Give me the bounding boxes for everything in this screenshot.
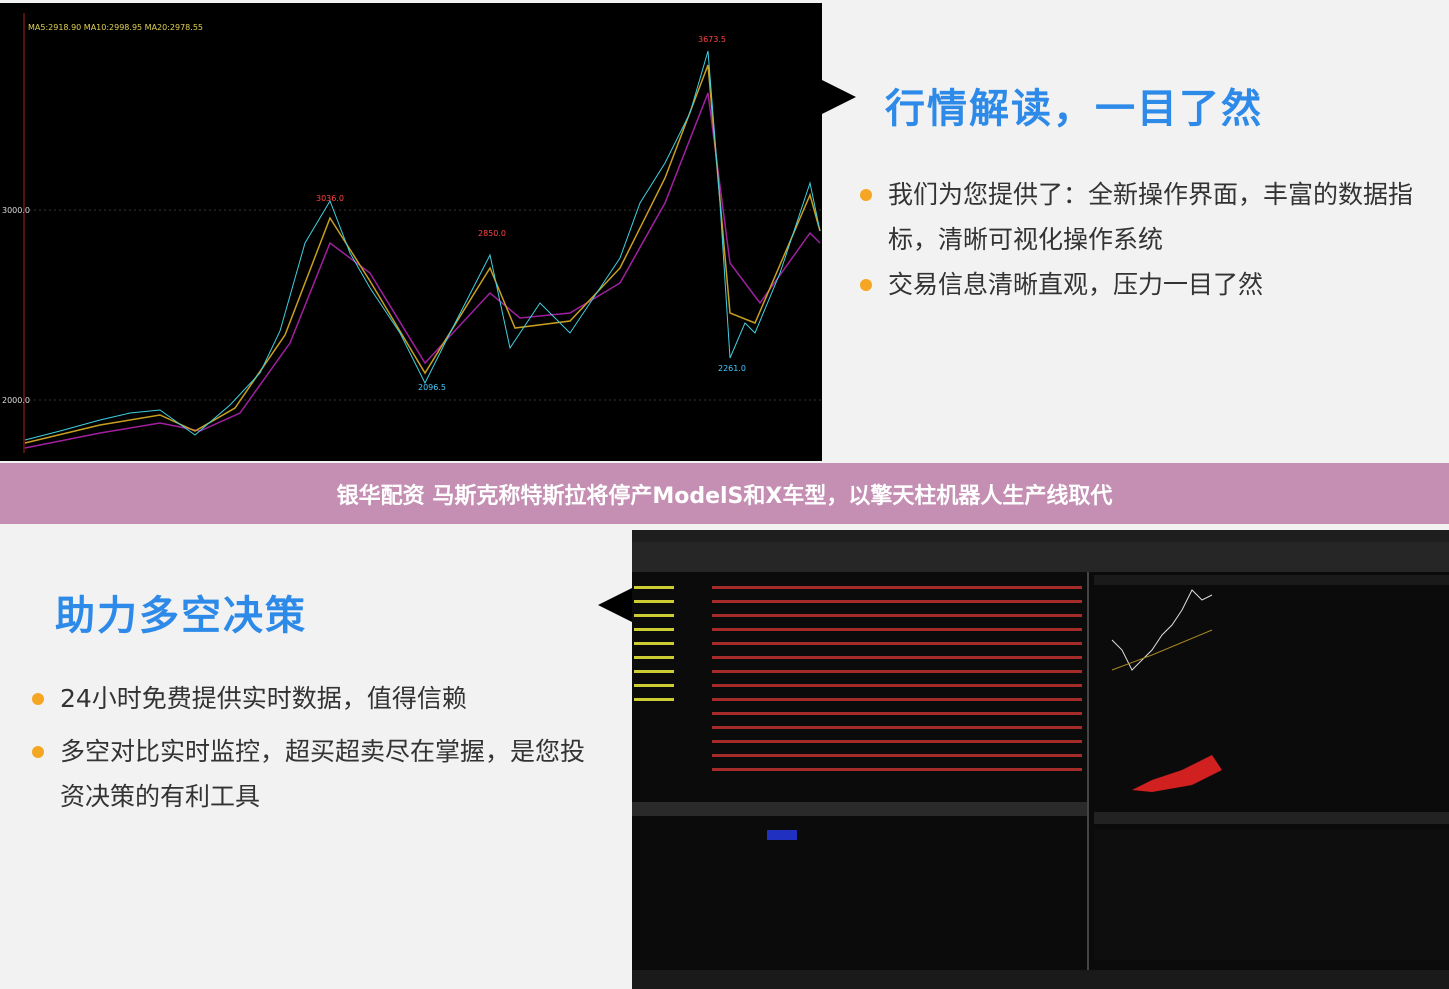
trading-screenshot [632,530,1449,989]
axis-label: 2000.0 [2,396,30,405]
bullet-list: 24小时免费提供实时数据，值得信赖 多空对比实时监控，超买超卖尽在掌握，是您投资… [32,676,592,819]
kline-panel: MA5:2918.90 MA10:2998.95 MA20:2978.55 36… [0,3,822,461]
bullet: 24小时免费提供实时数据，值得信赖 [32,676,592,721]
heading: 助力多空决策 [55,593,307,639]
chart-label: 2096.5 [418,383,446,392]
axis-label: 3000.0 [2,206,30,215]
bullet: 交易信息清晰直观，压力一目了然 [860,262,1430,307]
chart-label: 3673.5 [698,35,726,44]
chart-label: 3036.0 [316,194,344,203]
chart-label: 2261.0 [718,364,746,373]
bullet: 多空对比实时监控，超买超卖尽在掌握，是您投资决策的有利工具 [32,729,592,819]
banner: 银华配资 马斯克称特斯拉将停产ModelS和X车型，以擎天柱机器人生产线取代 [0,463,1449,524]
bullet: 我们为您提供了：全新操作界面，丰富的数据指标，清晰可视化操作系统 [860,172,1430,262]
pointer [822,80,856,114]
chart-label: 2850.0 [478,229,506,238]
bullet-list: 我们为您提供了：全新操作界面，丰富的数据指标，清晰可视化操作系统 交易信息清晰直… [860,172,1430,307]
pointer [598,587,634,623]
heading: 行情解读，一目了然 [885,86,1263,132]
chart-header: MA5:2918.90 MA10:2998.95 MA20:2978.55 [28,23,203,32]
kline-drawing [23,13,822,453]
